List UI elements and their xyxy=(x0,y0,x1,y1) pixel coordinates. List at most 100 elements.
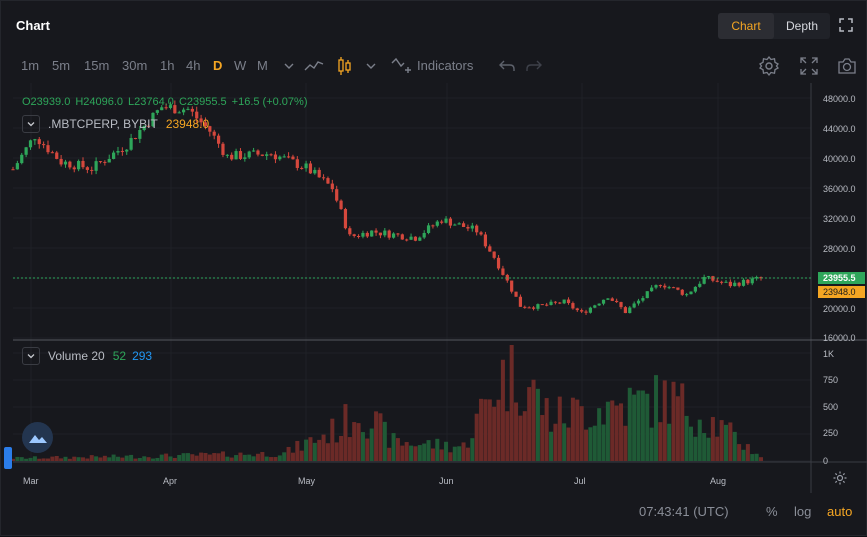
volume-bar xyxy=(194,455,199,461)
volume-bar xyxy=(435,438,440,461)
candle-body xyxy=(396,233,400,235)
volume-bar xyxy=(369,428,374,461)
price-tick-label: 16000.0 xyxy=(823,333,856,343)
volume-bar xyxy=(584,429,589,461)
chevron-down-icon[interactable] xyxy=(278,55,300,77)
volume-bar xyxy=(54,455,59,461)
volume-bar xyxy=(391,433,396,461)
candle-body xyxy=(383,230,387,236)
candle-body xyxy=(125,149,129,152)
volume-bar xyxy=(544,398,549,461)
volume-bar xyxy=(365,438,370,461)
candles-icon[interactable] xyxy=(334,55,356,77)
candle-body xyxy=(291,156,295,160)
candle-body xyxy=(147,125,151,127)
candle-body xyxy=(295,159,299,168)
candle-body xyxy=(304,163,308,169)
candle-body xyxy=(273,154,278,160)
chevron-down-icon xyxy=(27,354,35,359)
candle-body xyxy=(374,230,378,233)
volume-bar xyxy=(645,393,650,461)
redo-icon[interactable] xyxy=(523,55,545,77)
price-volume-chart[interactable]: 48000.0 44000.0 40000.0 36000.0 32000.0 … xyxy=(1,83,867,493)
percent-scale-toggle[interactable]: % xyxy=(766,504,778,519)
volume-bar xyxy=(448,452,453,461)
volume-collapse-button[interactable] xyxy=(22,347,40,365)
camera-icon[interactable] xyxy=(836,55,858,77)
page-title: Chart xyxy=(16,18,50,33)
candle-body xyxy=(20,154,24,164)
tab-depth[interactable]: Depth xyxy=(785,19,819,33)
timeframe-5m[interactable]: 5m xyxy=(52,58,71,73)
volume-bar xyxy=(360,432,365,461)
volume-bar xyxy=(107,457,112,461)
indicators-icon[interactable] xyxy=(390,55,412,77)
volume-bar xyxy=(514,402,519,461)
candle-body xyxy=(632,303,636,308)
candle-body xyxy=(317,169,321,178)
price-axis[interactable]: 48000.0 44000.0 40000.0 36000.0 32000.0 … xyxy=(818,94,865,343)
volume-legend: Volume 20 52 293 xyxy=(22,347,152,365)
timeframe-1h[interactable]: 1h xyxy=(160,58,175,73)
timeframe-4h[interactable]: 4h xyxy=(186,58,201,73)
volume-bar xyxy=(509,345,514,461)
timeframe-w[interactable]: W xyxy=(234,58,247,73)
candle-body xyxy=(405,239,409,241)
series-collapse-button[interactable] xyxy=(22,115,40,133)
volume-bar xyxy=(492,406,497,461)
candle-body xyxy=(658,285,662,287)
candle-body xyxy=(37,139,41,145)
indicators-button[interactable]: Indicators xyxy=(417,58,474,73)
undo-icon[interactable] xyxy=(496,55,518,77)
volume-bar xyxy=(750,454,755,461)
candle-body xyxy=(422,232,426,238)
tab-chart[interactable]: Chart xyxy=(718,13,774,39)
volume-bar xyxy=(741,449,746,461)
timeframe-m[interactable]: M xyxy=(257,58,268,73)
candle-body xyxy=(667,287,671,289)
candle-body xyxy=(711,276,715,281)
candle-body xyxy=(15,163,19,170)
volume-bar xyxy=(111,454,116,461)
price-tick-label: 40000.0 xyxy=(823,154,856,164)
volume-bar xyxy=(387,447,392,461)
candle-body xyxy=(361,232,365,237)
candle-body xyxy=(470,225,474,229)
candle-body xyxy=(98,161,103,163)
timeframe-1m[interactable]: 1m xyxy=(21,58,40,73)
expand-icon[interactable] xyxy=(839,18,853,32)
timeframe-30m[interactable]: 30m xyxy=(122,58,148,73)
log-scale-toggle[interactable]: log xyxy=(794,504,812,519)
volume-bar xyxy=(553,423,558,461)
timeframe-d[interactable]: D xyxy=(213,58,223,73)
candle-body xyxy=(164,107,168,109)
candle-body xyxy=(42,144,46,146)
line-chart-icon[interactable] xyxy=(303,55,325,77)
volume-bar xyxy=(72,456,77,461)
candle-body xyxy=(55,152,59,159)
volume-bar xyxy=(689,426,694,461)
timeframe-15m[interactable]: 15m xyxy=(84,58,110,73)
candle-body xyxy=(378,232,383,236)
volume-bar xyxy=(339,435,344,461)
candle-body xyxy=(400,234,404,240)
axis-settings-icon[interactable] xyxy=(833,471,847,485)
volume-axis[interactable]: 1K 750 500 250 0 xyxy=(823,349,838,466)
candle-body xyxy=(282,156,286,158)
left-panel-toggle[interactable] xyxy=(4,447,12,469)
volume-bar xyxy=(164,453,169,461)
auto-scale-toggle[interactable]: auto xyxy=(827,504,853,519)
volume-bar xyxy=(185,453,190,461)
chevron-down-icon[interactable] xyxy=(360,55,382,77)
chevron-down-icon xyxy=(27,122,35,127)
volume-bar xyxy=(137,457,142,461)
volume-bar xyxy=(601,424,606,461)
candle-body xyxy=(212,131,216,136)
cloud-logo-icon xyxy=(28,434,47,443)
time-axis[interactable]: Mar Apr May Jun Jul Aug xyxy=(23,476,726,486)
volume-bar xyxy=(479,398,484,461)
candle-body xyxy=(321,177,326,179)
settings-icon[interactable] xyxy=(758,55,780,77)
fullscreen-icon[interactable] xyxy=(798,55,820,77)
